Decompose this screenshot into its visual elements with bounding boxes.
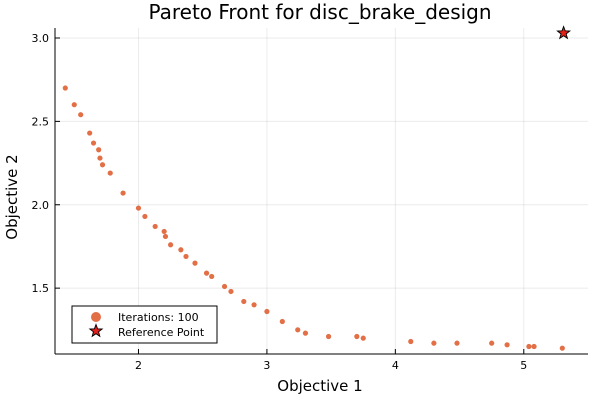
- data-point: [504, 342, 510, 348]
- data-point: [96, 147, 102, 153]
- data-point: [178, 247, 184, 253]
- x-tick-label: 5: [520, 359, 527, 372]
- data-point: [152, 223, 158, 230]
- data-point: [325, 333, 332, 340]
- data-point: [408, 338, 414, 345]
- data-point: [203, 270, 210, 276]
- data-point: [162, 233, 169, 240]
- data-point: [71, 102, 77, 108]
- y-tick-label: 3.0: [32, 32, 50, 45]
- reference-point-star: [556, 25, 572, 40]
- grid: [55, 28, 588, 354]
- data-point: [142, 213, 148, 220]
- data-point: [90, 140, 97, 146]
- x-tick-label: 4: [392, 359, 399, 372]
- data-point: [228, 288, 234, 295]
- legend-label-iterations: Iterations: 100: [118, 311, 199, 324]
- data-point: [251, 302, 257, 308]
- data-point: [183, 253, 189, 260]
- data-point: [526, 343, 532, 350]
- legend-marker-iterations: [91, 312, 101, 322]
- data-points: [62, 25, 572, 351]
- data-point: [99, 162, 106, 168]
- plot-frame: [54, 28, 588, 355]
- data-point: [431, 340, 437, 346]
- data-point: [295, 327, 301, 333]
- data-point: [135, 205, 142, 211]
- data-point: [454, 340, 460, 346]
- data-point: [559, 345, 565, 351]
- data-point: [264, 308, 270, 315]
- data-point: [360, 335, 366, 341]
- data-point: [531, 343, 537, 350]
- y-tick-label: 2.5: [32, 115, 50, 128]
- data-point: [489, 340, 495, 346]
- y-tick-label: 1.5: [32, 282, 50, 295]
- data-point: [279, 318, 285, 325]
- data-point: [87, 130, 93, 136]
- data-point: [62, 85, 68, 91]
- y-axis-label: Objective 2: [3, 154, 21, 239]
- data-point: [241, 298, 247, 305]
- data-point: [209, 273, 215, 280]
- data-point: [354, 333, 360, 340]
- data-point: [107, 170, 113, 176]
- data-point: [221, 283, 228, 290]
- data-point: [302, 330, 309, 336]
- data-point: [167, 242, 174, 248]
- x-axis-label: Objective 1: [277, 377, 362, 395]
- y-tick-label: 2.0: [32, 199, 50, 212]
- legend-marker-reference-star: [88, 323, 104, 338]
- x-tick-label: 3: [263, 359, 270, 372]
- data-point: [161, 228, 167, 235]
- legend-label-reference: Reference Point: [118, 326, 205, 339]
- x-tick-label: 2: [135, 359, 142, 372]
- data-point: [192, 260, 198, 266]
- legend: Iterations: 100 Reference Point: [71, 305, 218, 344]
- axis-ticks: 2 3 4 5 1.5 2.0 2.5 3.0: [32, 32, 528, 372]
- data-point: [78, 112, 84, 118]
- chart-title: Pareto Front for disc_brake_design: [148, 0, 491, 24]
- data-point: [97, 155, 103, 161]
- data-point: [120, 190, 126, 196]
